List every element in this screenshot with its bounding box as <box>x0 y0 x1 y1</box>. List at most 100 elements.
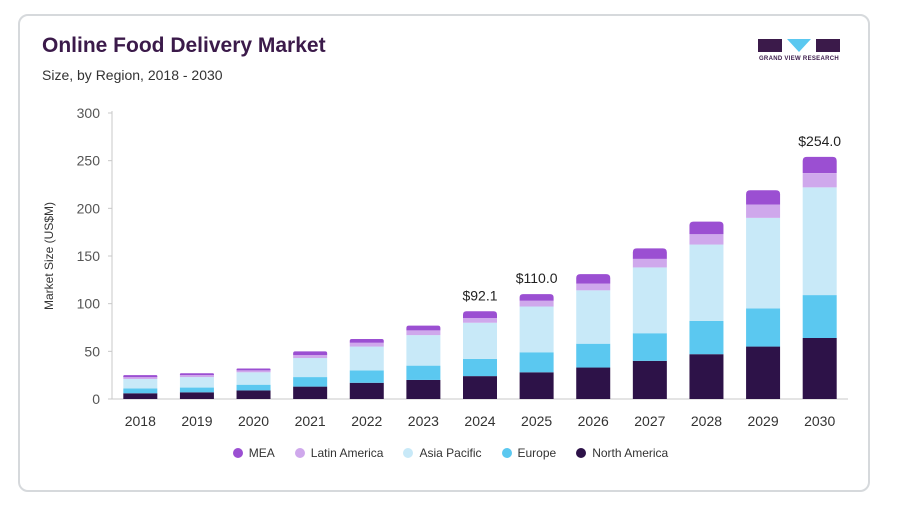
legend-label: Latin America <box>310 446 384 460</box>
bar-segment <box>746 217 781 309</box>
bar-segment <box>463 358 497 377</box>
chart-legend: MEA Latin America Asia Pacific Europe North … <box>0 446 901 460</box>
bar-segment <box>406 335 441 366</box>
legend-swatch <box>501 448 512 458</box>
chart-subtitle: Size, by Region, 2018 - 2030 <box>42 67 223 83</box>
bar-segment <box>236 390 271 399</box>
bar-segment <box>463 311 497 318</box>
bar-segment <box>179 387 214 393</box>
bar-segment <box>802 295 837 338</box>
bar-segment <box>293 358 328 378</box>
legend-swatch <box>232 448 243 458</box>
y-tick-label: 250 <box>77 153 101 169</box>
bar-segment <box>123 377 158 379</box>
x-tick-label: 2029 <box>747 413 778 429</box>
bar-segment <box>293 355 328 359</box>
bar-segment <box>179 392 214 399</box>
legend-label: Europe <box>517 446 557 460</box>
bar-segment <box>463 317 497 323</box>
bar-segment <box>349 370 384 383</box>
bar-segment <box>349 382 384 399</box>
bar-segment <box>746 346 781 399</box>
y-tick-label: 300 <box>77 105 101 121</box>
bar-segment <box>236 372 271 385</box>
bar-segment <box>576 283 611 291</box>
bar-segment <box>406 330 441 336</box>
bar-segment <box>293 351 328 356</box>
bar-segment <box>746 204 781 218</box>
x-tick-label: 2024 <box>464 413 495 429</box>
bar-segment <box>746 190 781 205</box>
legend-swatch <box>576 448 587 458</box>
bar-segment <box>406 325 441 331</box>
y-tick-label: 0 <box>92 391 100 407</box>
bar-segment <box>632 258 667 268</box>
x-tick-label: 2022 <box>351 413 382 429</box>
bar-segment <box>406 379 441 399</box>
bar-segment <box>746 308 781 347</box>
bar-segment <box>689 221 724 235</box>
legend-item: North America <box>576 446 668 460</box>
legend-swatch <box>403 448 414 458</box>
bar-segment <box>576 290 611 344</box>
grand-view-research-logo <box>758 39 840 52</box>
bar-segment <box>293 386 328 399</box>
x-tick-label: 2020 <box>238 413 269 429</box>
bar-segment <box>802 337 837 399</box>
legend-item: MEA <box>232 446 275 460</box>
bar-segment <box>236 384 271 391</box>
y-axis-label: Market Size (US$M) <box>42 202 56 310</box>
bar-segment <box>576 343 611 368</box>
bar-segment <box>463 376 497 399</box>
bar-segment <box>802 156 837 174</box>
legend-label: MEA <box>248 446 275 460</box>
bar-segment <box>632 360 667 399</box>
bar-segment <box>632 267 667 334</box>
bar-segment <box>689 244 724 321</box>
bar-segment <box>519 352 554 373</box>
chart-card <box>18 14 870 492</box>
bar-segment <box>123 375 158 378</box>
data-label: $254.0 <box>798 133 841 149</box>
bar-segment <box>349 346 384 371</box>
bar-segment <box>123 378 158 389</box>
bar-segment <box>179 373 214 376</box>
bar-segment <box>179 375 214 378</box>
x-tick-label: 2025 <box>521 413 552 429</box>
x-tick-label: 2030 <box>804 413 835 429</box>
y-tick-label: 200 <box>77 200 101 216</box>
bar-segment <box>179 377 214 388</box>
y-tick-label: 50 <box>84 343 100 359</box>
bar-segment <box>519 300 554 307</box>
bar-segment <box>123 388 158 394</box>
data-label: $110.0 <box>516 270 558 286</box>
bar-segment <box>519 372 554 399</box>
bar-segment <box>519 306 554 353</box>
data-label: $92.1 <box>462 287 497 303</box>
y-tick-label: 100 <box>77 296 101 312</box>
bar-segment <box>406 365 441 380</box>
legend-swatch <box>294 448 305 458</box>
x-tick-label: 2023 <box>408 413 439 429</box>
bar-segment <box>689 234 724 245</box>
bar-segment <box>689 320 724 355</box>
y-tick-label: 150 <box>77 248 101 264</box>
bar-segment <box>576 367 611 399</box>
bar-segment <box>632 248 667 259</box>
logo-text: GRAND VIEW RESEARCH <box>758 56 840 62</box>
bar-segment <box>349 338 384 343</box>
bar-segment <box>576 274 611 284</box>
legend-label: North America <box>592 446 669 460</box>
bar-segment <box>632 333 667 361</box>
bar-segment <box>519 294 554 301</box>
bar-segment <box>463 322 497 359</box>
x-tick-label: 2028 <box>691 413 722 429</box>
bar-segment <box>123 393 158 399</box>
legend-item: Asia Pacific <box>403 446 482 460</box>
chart-title: Online Food Delivery Market <box>42 34 326 57</box>
bar-segment <box>349 342 384 347</box>
x-tick-label: 2027 <box>634 413 665 429</box>
bar-segment <box>236 368 271 371</box>
x-tick-label: 2019 <box>181 413 212 429</box>
legend-item: Latin America <box>294 446 384 460</box>
